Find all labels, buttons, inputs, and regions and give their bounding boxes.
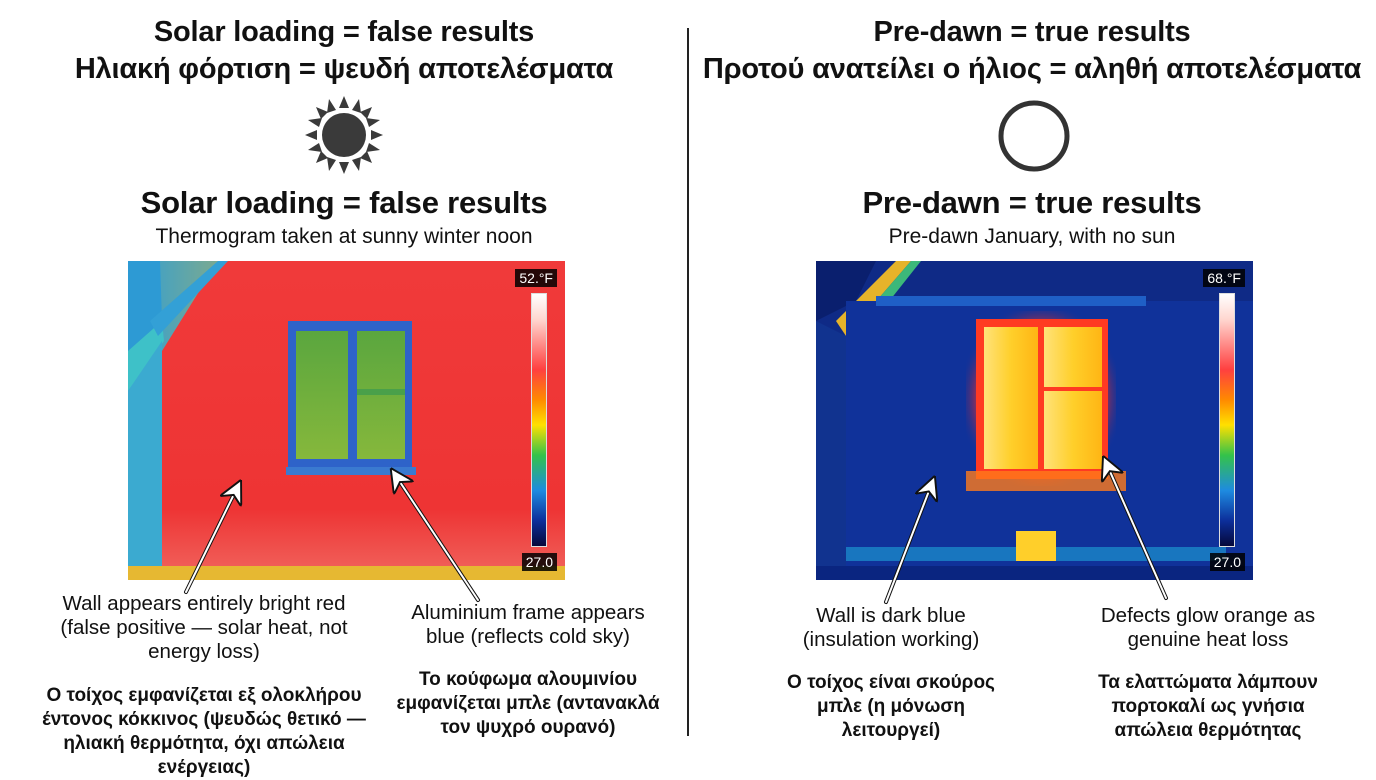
panel-title: Solar loading = false results xyxy=(140,185,548,220)
color-scale-bar xyxy=(1219,293,1235,547)
defects-note: Defects glow orange as genuine heat loss… xyxy=(1068,604,1348,743)
panel-title: Pre-dawn = true results xyxy=(862,185,1202,220)
predawn-thermogram-image: 68.°F 27.0 xyxy=(816,261,1253,580)
crescent-moon-icon xyxy=(998,100,1070,172)
temperature-scale: 68.°F 27.0 xyxy=(1203,269,1245,571)
frame-note-english: Aluminium frame appears blue (reflects c… xyxy=(411,601,645,648)
panel-caption: Thermogram taken at sunny winter noon xyxy=(155,225,533,248)
header-greek: Προτού ανατείλει ο ήλιος = αληθή αποτελέ… xyxy=(702,53,1362,85)
wall-note-greek: Ο τοίχος είναι σκούρος μπλε (η μόνωση λε… xyxy=(787,672,995,741)
temperature-scale: 52.°F 27.0 xyxy=(515,269,557,571)
scale-min-label: 27.0 xyxy=(1209,553,1245,571)
wall-note: Wall is dark blue (insulation working) Ο… xyxy=(746,604,1036,743)
wall-note: Wall appears entirely bright red (false … xyxy=(24,592,384,780)
wall-note-english: Wall is dark blue (insulation working) xyxy=(802,604,980,651)
panel-caption: Pre-dawn January, with no sun xyxy=(888,225,1176,248)
wall-note-greek: Ο τοίχος εμφανίζεται εξ ολοκλήρου έντονο… xyxy=(42,685,366,778)
scale-min-label: 27.0 xyxy=(521,553,557,571)
scale-max-label: 52.°F xyxy=(515,269,557,287)
solar-loading-panel: Solar loading = false results Ηλιακή φόρ… xyxy=(0,0,688,778)
wall-note-english: Wall appears entirely bright red (false … xyxy=(60,592,348,663)
panel-divider xyxy=(687,28,689,736)
header-english: Solar loading = false results xyxy=(153,16,535,48)
pre-dawn-panel: Pre-dawn = true results Προτού ανατείλει… xyxy=(688,0,1376,768)
frame-note: Aluminium frame appears blue (reflects c… xyxy=(372,601,684,740)
solar-thermogram-image: 52.°F 27.0 xyxy=(128,261,565,580)
frame-note-greek: Το κούφωμα αλουμινίου εμφανίζεται μπλε (… xyxy=(396,669,660,738)
defects-note-english: Defects glow orange as genuine heat loss xyxy=(1100,604,1316,651)
header-greek: Ηλιακή φόρτιση = ψευδή αποτελέσματα xyxy=(74,53,614,85)
color-scale-bar xyxy=(531,293,547,547)
sun-icon xyxy=(305,96,383,174)
header-english: Pre-dawn = true results xyxy=(873,16,1191,48)
defects-note-greek: Τα ελαττώματα λάμπουν πορτοκαλί ως γνήσι… xyxy=(1098,672,1318,741)
scale-max-label: 68.°F xyxy=(1203,269,1245,287)
